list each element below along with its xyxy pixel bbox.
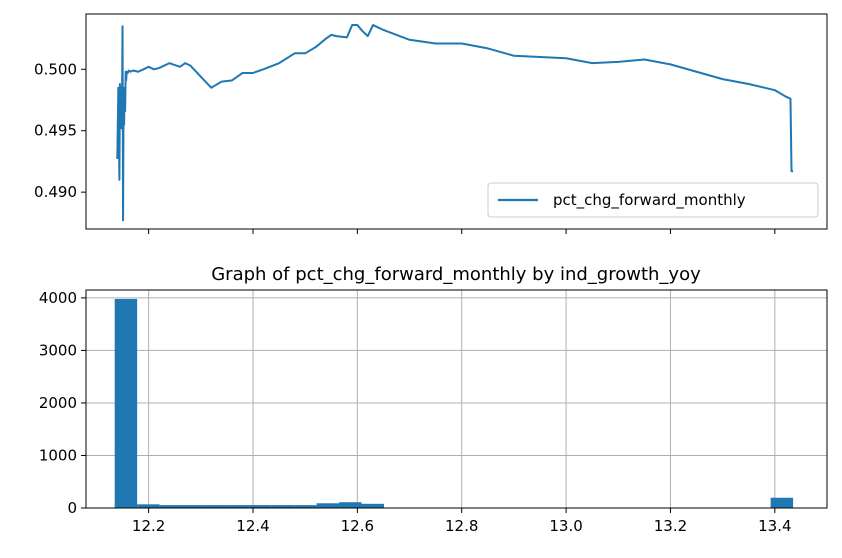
series-line (116, 24, 794, 222)
histogram-bar (226, 505, 250, 508)
histogram-grid (86, 290, 827, 509)
histogram-bar (182, 505, 205, 508)
histogram-subplot: Graph of pct_chg_forward_monthly by ind_… (39, 264, 828, 535)
y-tick-label: 0.490 (34, 183, 77, 201)
histogram-bar (204, 505, 227, 508)
legend-box (487, 182, 819, 218)
line-subplot-ticks: 0.490 0.495 0.500 (34, 60, 776, 234)
histogram-bar (294, 505, 317, 508)
y-tick-label: 0.495 (34, 122, 77, 140)
x-tick-label: 13.0 (549, 517, 582, 535)
histogram-bar (137, 504, 160, 508)
x-tick-label: 13.4 (758, 517, 791, 535)
histogram-frame (85, 289, 828, 509)
x-tick-label: 12.4 (236, 517, 269, 535)
histogram-bar (249, 505, 272, 508)
y-tick-label: 3000 (39, 341, 77, 359)
line-subplot-series (116, 24, 794, 222)
x-tick-label: 12.6 (341, 517, 374, 535)
legend: pct_chg_forward_monthly (487, 182, 819, 218)
legend-label: pct_chg_forward_monthly (553, 191, 746, 210)
line-subplot: 0.490 0.495 0.500 pct_chg_forward_monthly (34, 13, 828, 234)
histogram-bar (316, 503, 340, 508)
y-tick-label: 4000 (39, 289, 77, 307)
histogram-ticks: 0 1000 2000 3000 4000 12.2 12.4 12.6 12.8 13.0 13.… (39, 289, 792, 535)
histogram-bar (159, 505, 183, 508)
x-tick-label: 12.8 (445, 517, 478, 535)
y-tick-label: 0.500 (34, 60, 77, 78)
y-tick-label: 1000 (39, 446, 77, 464)
chart-title: Graph of pct_chg_forward_monthly by ind_… (211, 264, 701, 285)
histogram-bar (339, 502, 362, 508)
histogram-bar (770, 497, 794, 508)
x-tick-label: 12.2 (132, 517, 165, 535)
histogram-bars (114, 298, 794, 508)
histogram-bar (271, 505, 295, 508)
line-subplot-frame (85, 13, 828, 230)
x-tick-label: 13.2 (654, 517, 687, 535)
histogram-bar (114, 298, 138, 508)
y-tick-label: 0 (67, 499, 77, 517)
histogram-bar (361, 503, 384, 508)
y-tick-label: 2000 (39, 394, 77, 412)
